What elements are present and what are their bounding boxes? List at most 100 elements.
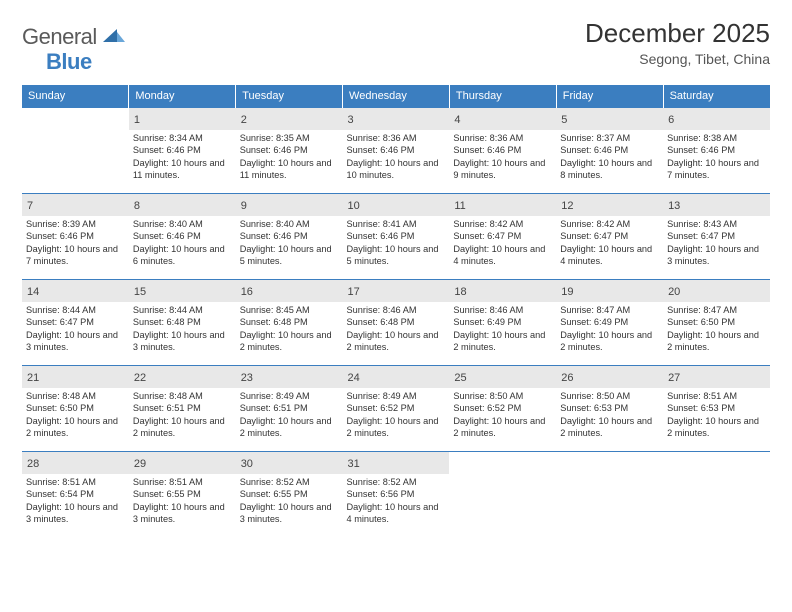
- day-cell: 19Sunrise: 8:47 AMSunset: 6:49 PMDayligh…: [556, 280, 663, 366]
- daynum-bar: 4: [449, 108, 556, 130]
- day-cell: 5Sunrise: 8:37 AMSunset: 6:46 PMDaylight…: [556, 108, 663, 194]
- daylight-line: Daylight: 10 hours and 8 minutes.: [560, 157, 659, 182]
- day-cell: 14Sunrise: 8:44 AMSunset: 6:47 PMDayligh…: [22, 280, 129, 366]
- daylight-line: Daylight: 10 hours and 7 minutes.: [26, 243, 125, 268]
- day-cell: 4Sunrise: 8:36 AMSunset: 6:46 PMDaylight…: [449, 108, 556, 194]
- sunset-line: Sunset: 6:50 PM: [26, 402, 125, 414]
- sunrise-line: Sunrise: 8:46 AM: [453, 304, 552, 316]
- sunrise-line: Sunrise: 8:39 AM: [26, 218, 125, 230]
- daylight-line: Daylight: 10 hours and 3 minutes.: [667, 243, 766, 268]
- day-cell: 23Sunrise: 8:49 AMSunset: 6:51 PMDayligh…: [236, 366, 343, 452]
- sunrise-line: Sunrise: 8:49 AM: [347, 390, 446, 402]
- day-number: 16: [241, 286, 253, 298]
- day-cell: 12Sunrise: 8:42 AMSunset: 6:47 PMDayligh…: [556, 194, 663, 280]
- day-number: 6: [668, 114, 674, 126]
- daynum-bar: 22: [129, 366, 236, 388]
- daylight-line: Daylight: 10 hours and 2 minutes.: [240, 415, 339, 440]
- sunrise-line: Sunrise: 8:38 AM: [667, 132, 766, 144]
- daynum-bar: 16: [236, 280, 343, 302]
- day-cell: 28Sunrise: 8:51 AMSunset: 6:54 PMDayligh…: [22, 452, 129, 538]
- sunset-line: Sunset: 6:48 PM: [347, 316, 446, 328]
- sunset-line: Sunset: 6:46 PM: [347, 144, 446, 156]
- weekday-header-row: SundayMondayTuesdayWednesdayThursdayFrid…: [22, 85, 770, 108]
- day-details: Sunrise: 8:43 AMSunset: 6:47 PMDaylight:…: [667, 218, 766, 268]
- sunrise-line: Sunrise: 8:47 AM: [560, 304, 659, 316]
- sunset-line: Sunset: 6:46 PM: [453, 144, 552, 156]
- weekday-header: Sunday: [22, 85, 129, 108]
- daynum-bar: 19: [556, 280, 663, 302]
- daynum-bar: 23: [236, 366, 343, 388]
- daynum-bar: 18: [449, 280, 556, 302]
- day-details: Sunrise: 8:46 AMSunset: 6:49 PMDaylight:…: [453, 304, 552, 354]
- daynum-bar: 25: [449, 366, 556, 388]
- calendar-row: 28Sunrise: 8:51 AMSunset: 6:54 PMDayligh…: [22, 452, 770, 538]
- sunset-line: Sunset: 6:47 PM: [453, 230, 552, 242]
- daynum-bar: 3: [343, 108, 450, 130]
- day-details: Sunrise: 8:36 AMSunset: 6:46 PMDaylight:…: [347, 132, 446, 182]
- sunrise-line: Sunrise: 8:47 AM: [667, 304, 766, 316]
- day-details: Sunrise: 8:47 AMSunset: 6:49 PMDaylight:…: [560, 304, 659, 354]
- day-number: 18: [454, 286, 466, 298]
- daynum-bar: 26: [556, 366, 663, 388]
- calendar-table: SundayMondayTuesdayWednesdayThursdayFrid…: [22, 85, 770, 538]
- day-number: 20: [668, 286, 680, 298]
- sunrise-line: Sunrise: 8:51 AM: [133, 476, 232, 488]
- day-cell: 11 Sunrise: 8:42 AMSunset: 6:47 PMDayligh…: [449, 194, 556, 280]
- daynum-bar: 12: [556, 194, 663, 216]
- calendar-row: 7Sunrise: 8:39 AMSunset: 6:46 PMDaylight…: [22, 194, 770, 280]
- day-details: Sunrise: 8:38 AMSunset: 6:46 PMDaylight:…: [667, 132, 766, 182]
- day-number: 3: [348, 114, 354, 126]
- sunrise-line: Sunrise: 8:50 AM: [560, 390, 659, 402]
- day-details: Sunrise: 8:52 AMSunset: 6:56 PMDaylight:…: [347, 476, 446, 526]
- daynum-bar: 31: [343, 452, 450, 474]
- day-cell: 9Sunrise: 8:40 AMSunset: 6:46 PMDaylight…: [236, 194, 343, 280]
- calendar-row: 14Sunrise: 8:44 AMSunset: 6:47 PMDayligh…: [22, 280, 770, 366]
- day-number: 1: [134, 114, 140, 126]
- day-cell: 21Sunrise: 8:48 AMSunset: 6:50 PMDayligh…: [22, 366, 129, 452]
- day-cell: 30Sunrise: 8:52 AMSunset: 6:55 PMDayligh…: [236, 452, 343, 538]
- sunset-line: Sunset: 6:51 PM: [240, 402, 339, 414]
- sunset-line: Sunset: 6:47 PM: [667, 230, 766, 242]
- day-number: 7: [27, 200, 33, 212]
- sunrise-line: Sunrise: 8:40 AM: [133, 218, 232, 230]
- daynum-bar: 8: [129, 194, 236, 216]
- sunrise-line: Sunrise: 8:51 AM: [26, 476, 125, 488]
- sunrise-line: Sunrise: 8:52 AM: [347, 476, 446, 488]
- day-cell: 10Sunrise: 8:41 AMSunset: 6:46 PMDayligh…: [343, 194, 450, 280]
- daylight-line: Daylight: 10 hours and 5 minutes.: [240, 243, 339, 268]
- sunset-line: Sunset: 6:55 PM: [133, 488, 232, 500]
- day-details: Sunrise: 8:51 AMSunset: 6:54 PMDaylight:…: [26, 476, 125, 526]
- sunrise-line: Sunrise: 8:52 AM: [240, 476, 339, 488]
- daynum-bar: 2: [236, 108, 343, 130]
- sunrise-line: Sunrise: 8:37 AM: [560, 132, 659, 144]
- weekday-header: Thursday: [449, 85, 556, 108]
- day-cell: 3 Sunrise: 8:36 AMSunset: 6:46 PMDaylight…: [343, 108, 450, 194]
- day-details: Sunrise: 8:42 AMSunset: 6:47 PMDaylight:…: [453, 218, 552, 268]
- daylight-line: Daylight: 10 hours and 4 minutes.: [453, 243, 552, 268]
- sunset-line: Sunset: 6:50 PM: [667, 316, 766, 328]
- daylight-line: Daylight: 10 hours and 4 minutes.: [560, 243, 659, 268]
- sunrise-line: Sunrise: 8:36 AM: [453, 132, 552, 144]
- day-number: 25: [454, 372, 466, 384]
- day-details: Sunrise: 8:34 AMSunset: 6:46 PMDaylight:…: [133, 132, 232, 182]
- day-details: Sunrise: 8:49 AMSunset: 6:52 PMDaylight:…: [347, 390, 446, 440]
- day-cell: 17Sunrise: 8:46 AMSunset: 6:48 PMDayligh…: [343, 280, 450, 366]
- daylight-line: Daylight: 10 hours and 3 minutes.: [240, 501, 339, 526]
- month-title: December 2025: [585, 18, 770, 49]
- day-number: 31: [348, 458, 360, 470]
- blank-cell: [22, 108, 129, 194]
- sunrise-line: Sunrise: 8:50 AM: [453, 390, 552, 402]
- sunrise-line: Sunrise: 8:42 AM: [453, 218, 552, 230]
- daylight-line: Daylight: 10 hours and 2 minutes.: [560, 329, 659, 354]
- day-details: Sunrise: 8:42 AMSunset: 6:47 PMDaylight:…: [560, 218, 659, 268]
- daynum-bar: 29: [129, 452, 236, 474]
- day-number: 30: [241, 458, 253, 470]
- daynum-bar: 1: [129, 108, 236, 130]
- weekday-header: Friday: [556, 85, 663, 108]
- day-cell: 8Sunrise: 8:40 AMSunset: 6:46 PMDaylight…: [129, 194, 236, 280]
- day-number: 11: [454, 200, 465, 212]
- daylight-line: Daylight: 10 hours and 11 minutes.: [133, 157, 232, 182]
- day-number: 15: [134, 286, 146, 298]
- sunrise-line: Sunrise: 8:44 AM: [26, 304, 125, 316]
- daylight-line: Daylight: 10 hours and 11 minutes.: [240, 157, 339, 182]
